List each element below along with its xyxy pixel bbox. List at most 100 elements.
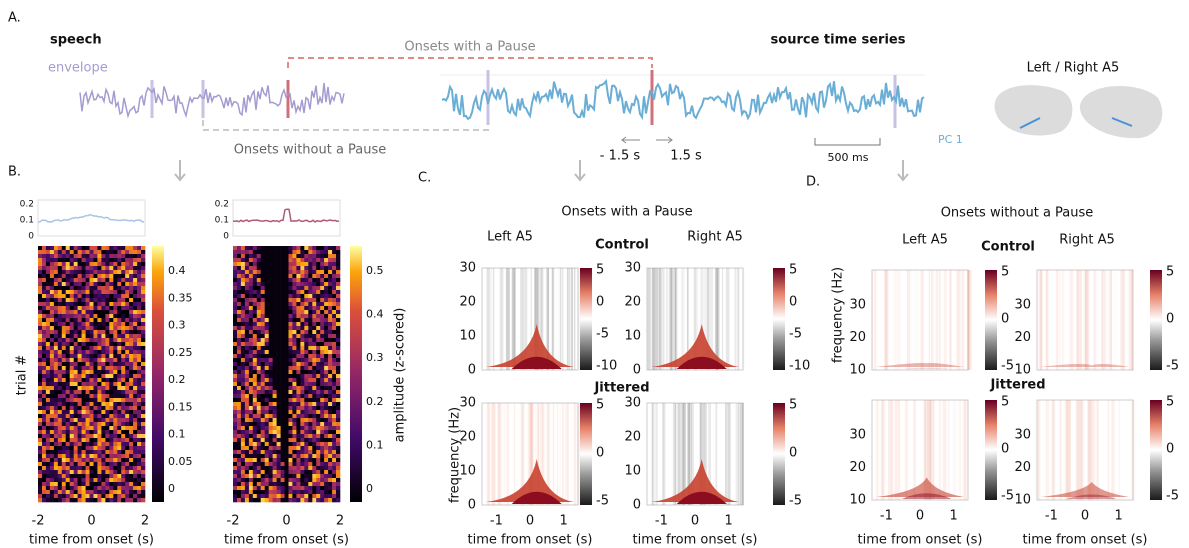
tick-label: 0.2 [366, 395, 384, 408]
heatmap-cell [141, 366, 145, 370]
heatmap-cell [261, 414, 265, 418]
streak [950, 270, 952, 370]
heatmap-cell [38, 358, 42, 362]
heatmap-cell [74, 450, 78, 454]
heatmap-cell [70, 378, 74, 382]
heatmap-cell [121, 338, 125, 342]
heatmap-cell [66, 262, 70, 266]
heatmap-cell [50, 430, 54, 434]
heatmap-cell [141, 446, 145, 450]
heatmap-cell [292, 326, 296, 330]
heatmap-cell [253, 350, 257, 354]
heatmap-cell [66, 426, 70, 430]
heatmap-cell [90, 382, 94, 386]
heatmap-cell [94, 434, 98, 438]
heatmap-cell [54, 390, 58, 394]
heatmap-cell [304, 342, 308, 346]
heatmap-cell [285, 390, 289, 394]
heatmap-cell [74, 434, 78, 438]
heatmap-cell [312, 350, 316, 354]
heatmap-cell [137, 454, 141, 458]
heatmap-cell [66, 446, 70, 450]
heatmap-cell [62, 454, 66, 458]
heatmap-cell [233, 422, 237, 426]
heatmap-cell [249, 290, 253, 294]
heatmap-cell [113, 470, 117, 474]
colorbar [1150, 270, 1162, 370]
heatmap-cell [324, 250, 328, 254]
heatmap-cell [312, 442, 316, 446]
heatmap-cell [86, 358, 90, 362]
heatmap-cell [74, 258, 78, 262]
heatmap-cell [261, 462, 265, 466]
heatmap-cell [90, 370, 94, 374]
heatmap-cell [296, 406, 300, 410]
heatmap-cell [253, 314, 257, 318]
heatmap-cell [289, 422, 293, 426]
heatmap-cell [54, 310, 58, 314]
heatmap-cell [269, 290, 273, 294]
heatmap-cell [50, 470, 54, 474]
heatmap-cell [66, 402, 70, 406]
heatmap-cell [300, 330, 304, 334]
heatmap-cell [328, 390, 332, 394]
heatmap-cell [324, 458, 328, 462]
heatmap-cell [117, 454, 121, 458]
streak [655, 268, 659, 370]
heatmap-cell [316, 310, 320, 314]
heatmap-cell [336, 286, 340, 290]
heatmap-cell [332, 466, 336, 470]
heatmap-cell [42, 258, 46, 262]
heatmap-cell [261, 434, 265, 438]
heatmap-cell [265, 294, 269, 298]
heatmap-cell [109, 342, 113, 346]
heatmap-cell [277, 282, 281, 286]
heatmap-cell [74, 398, 78, 402]
heatmap-cell [320, 426, 324, 430]
heatmap-cell [308, 342, 312, 346]
heatmap-cell [233, 250, 237, 254]
heatmap-cell [300, 378, 304, 382]
heatmap-cell [241, 366, 245, 370]
heatmap-cell [316, 406, 320, 410]
heatmap-cell [74, 470, 78, 474]
heatmap-cell [308, 442, 312, 446]
heatmap-cell [58, 330, 62, 334]
heatmap-cell [261, 266, 265, 270]
heatmap-cell [58, 466, 62, 470]
heatmap-cell [324, 450, 328, 454]
heatmap-cell [261, 446, 265, 450]
heatmap-cell [86, 418, 90, 422]
heatmap-cell [125, 282, 129, 286]
heatmap-cell [257, 422, 261, 426]
heatmap-cell [90, 350, 94, 354]
heatmap-cell [141, 430, 145, 434]
heatmap-cell [285, 262, 289, 266]
heatmap-cell [237, 318, 241, 322]
heatmap-cell [141, 254, 145, 258]
heatmap-cell [54, 478, 58, 482]
heatmap-cell [101, 434, 105, 438]
heatmap-cell [241, 474, 245, 478]
heatmap-cell [86, 318, 90, 322]
heatmap-cell [285, 290, 289, 294]
heatmap-cell [277, 398, 281, 402]
heatmap-cell [129, 450, 133, 454]
heatmap-cell [133, 266, 137, 270]
heatmap-cell [308, 430, 312, 434]
heatmap-cell [101, 410, 105, 414]
heatmap-cell [253, 498, 257, 502]
heatmap-cell [66, 286, 70, 290]
heatmap-cell [121, 454, 125, 458]
heatmap-cell [113, 378, 117, 382]
heatmap-cell [54, 470, 58, 474]
heatmap-cell [117, 294, 121, 298]
heatmap-cell [237, 446, 241, 450]
heatmap-cell [265, 386, 269, 390]
heatmap-cell [129, 498, 133, 502]
heatmap-cell [97, 302, 101, 306]
heatmap-cell [42, 466, 46, 470]
heatmap-cell [38, 330, 42, 334]
heatmap-cell [78, 294, 82, 298]
heatmap-cell [125, 370, 129, 374]
